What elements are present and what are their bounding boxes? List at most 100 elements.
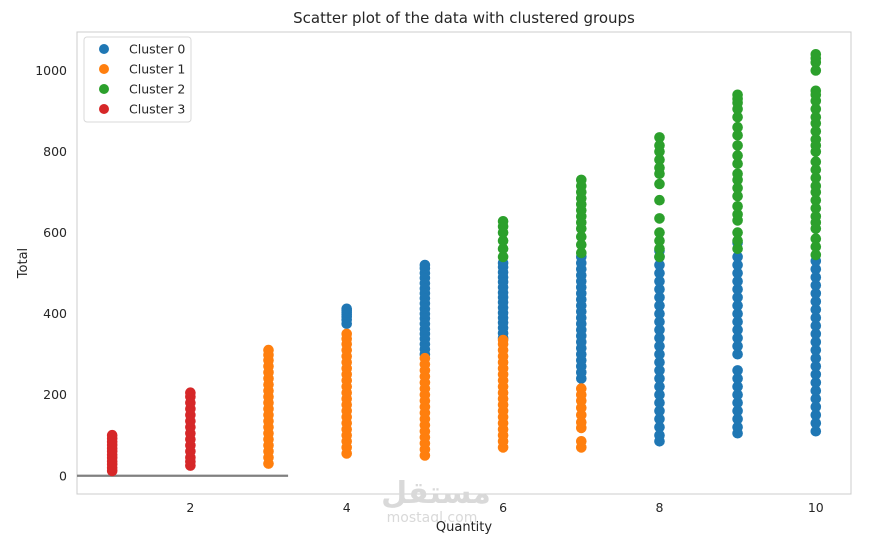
y-tick-label: 200 [43, 387, 67, 402]
watermark-arabic: مستقل [381, 476, 491, 511]
data-point [576, 247, 587, 259]
chart-title: Scatter plot of the data with clustered … [293, 9, 635, 27]
data-point [732, 397, 743, 409]
data-point [654, 373, 665, 384]
data-point [810, 361, 822, 372]
data-point [732, 182, 743, 194]
y-tick-label: 1000 [35, 63, 67, 78]
data-point [732, 332, 743, 344]
data-point [654, 397, 665, 409]
data-point [654, 140, 665, 151]
data-point [810, 134, 822, 145]
data-point [654, 284, 665, 295]
data-point [654, 292, 665, 303]
data-point [732, 292, 743, 303]
data-point [810, 126, 822, 137]
legend-items: Cluster 0 Cluster 1 Cluster 2 Cluster 3 [99, 42, 185, 117]
data-point [732, 235, 743, 246]
data-point [732, 201, 743, 212]
data-point [654, 365, 665, 376]
data-point [654, 227, 665, 238]
legend-marker [99, 44, 109, 54]
data-point [106, 429, 118, 441]
data-point [654, 251, 665, 263]
data-point [732, 300, 743, 311]
data-point [654, 267, 665, 279]
data-point [810, 156, 822, 167]
data-point [810, 103, 822, 115]
data-point [810, 296, 822, 307]
data-point [810, 304, 822, 315]
data-point [810, 203, 822, 214]
data-point [654, 316, 665, 328]
data-point [732, 413, 743, 425]
data-point [810, 241, 822, 253]
data-point [810, 401, 822, 413]
data-point [576, 383, 587, 394]
x-tick-label: 10 [808, 500, 824, 515]
data-point [810, 211, 822, 222]
legend-marker [99, 84, 109, 94]
data-point [810, 180, 822, 192]
data-point [732, 130, 743, 141]
data-point [654, 381, 665, 392]
y-tick-label: 600 [43, 225, 67, 240]
legend-label: Cluster 3 [129, 102, 185, 117]
data-point [810, 312, 822, 324]
data-point [810, 393, 822, 405]
data-point [810, 417, 822, 429]
data-point [732, 308, 743, 320]
data-point [732, 140, 743, 151]
data-point [341, 328, 353, 340]
data-point [576, 417, 587, 428]
y-axis-label: Total [16, 248, 31, 279]
data-point [732, 251, 743, 263]
data-point [732, 111, 743, 123]
data-point [576, 231, 587, 242]
data-point [810, 263, 822, 275]
data-point [654, 213, 665, 224]
data-point [497, 251, 509, 263]
data-point [263, 344, 274, 356]
data-point [810, 164, 822, 176]
data-point [732, 275, 743, 287]
data-point [732, 209, 743, 220]
data-point [497, 243, 509, 255]
watermark-latin: mostaql.com [387, 510, 478, 526]
data-point [654, 275, 665, 287]
x-axis-label: Quantity [436, 520, 492, 535]
data-point [654, 243, 665, 255]
data-point [732, 373, 743, 384]
y-tick-label: 0 [59, 468, 67, 483]
data-point [810, 344, 822, 356]
data-point [732, 267, 743, 279]
data-point [810, 385, 822, 397]
data-point [185, 387, 196, 399]
legend-marker [99, 64, 109, 74]
data-point [732, 168, 743, 180]
data-point [732, 89, 743, 101]
data-point [732, 389, 743, 401]
data-point [654, 308, 665, 320]
y-tick-labels: 0 200 400 600 800 1000 [35, 63, 67, 483]
series-cluster-3 [106, 387, 196, 477]
series-cluster-2 [497, 49, 822, 263]
data-point [732, 121, 743, 133]
data-point [810, 336, 822, 348]
data-point [810, 320, 822, 332]
legend-label: Cluster 2 [129, 82, 185, 97]
data-point [654, 300, 665, 311]
data-point [654, 332, 665, 344]
data-point [732, 227, 743, 238]
series-cluster-0 [341, 237, 822, 447]
data-point [810, 369, 822, 380]
data-point [810, 49, 822, 60]
data-point [732, 284, 743, 295]
data-point [810, 280, 822, 291]
data-point [654, 194, 665, 206]
y-tick-label: 800 [43, 144, 67, 159]
x-tick-label: 4 [343, 500, 351, 515]
data-point [810, 377, 822, 388]
data-point [419, 352, 431, 364]
